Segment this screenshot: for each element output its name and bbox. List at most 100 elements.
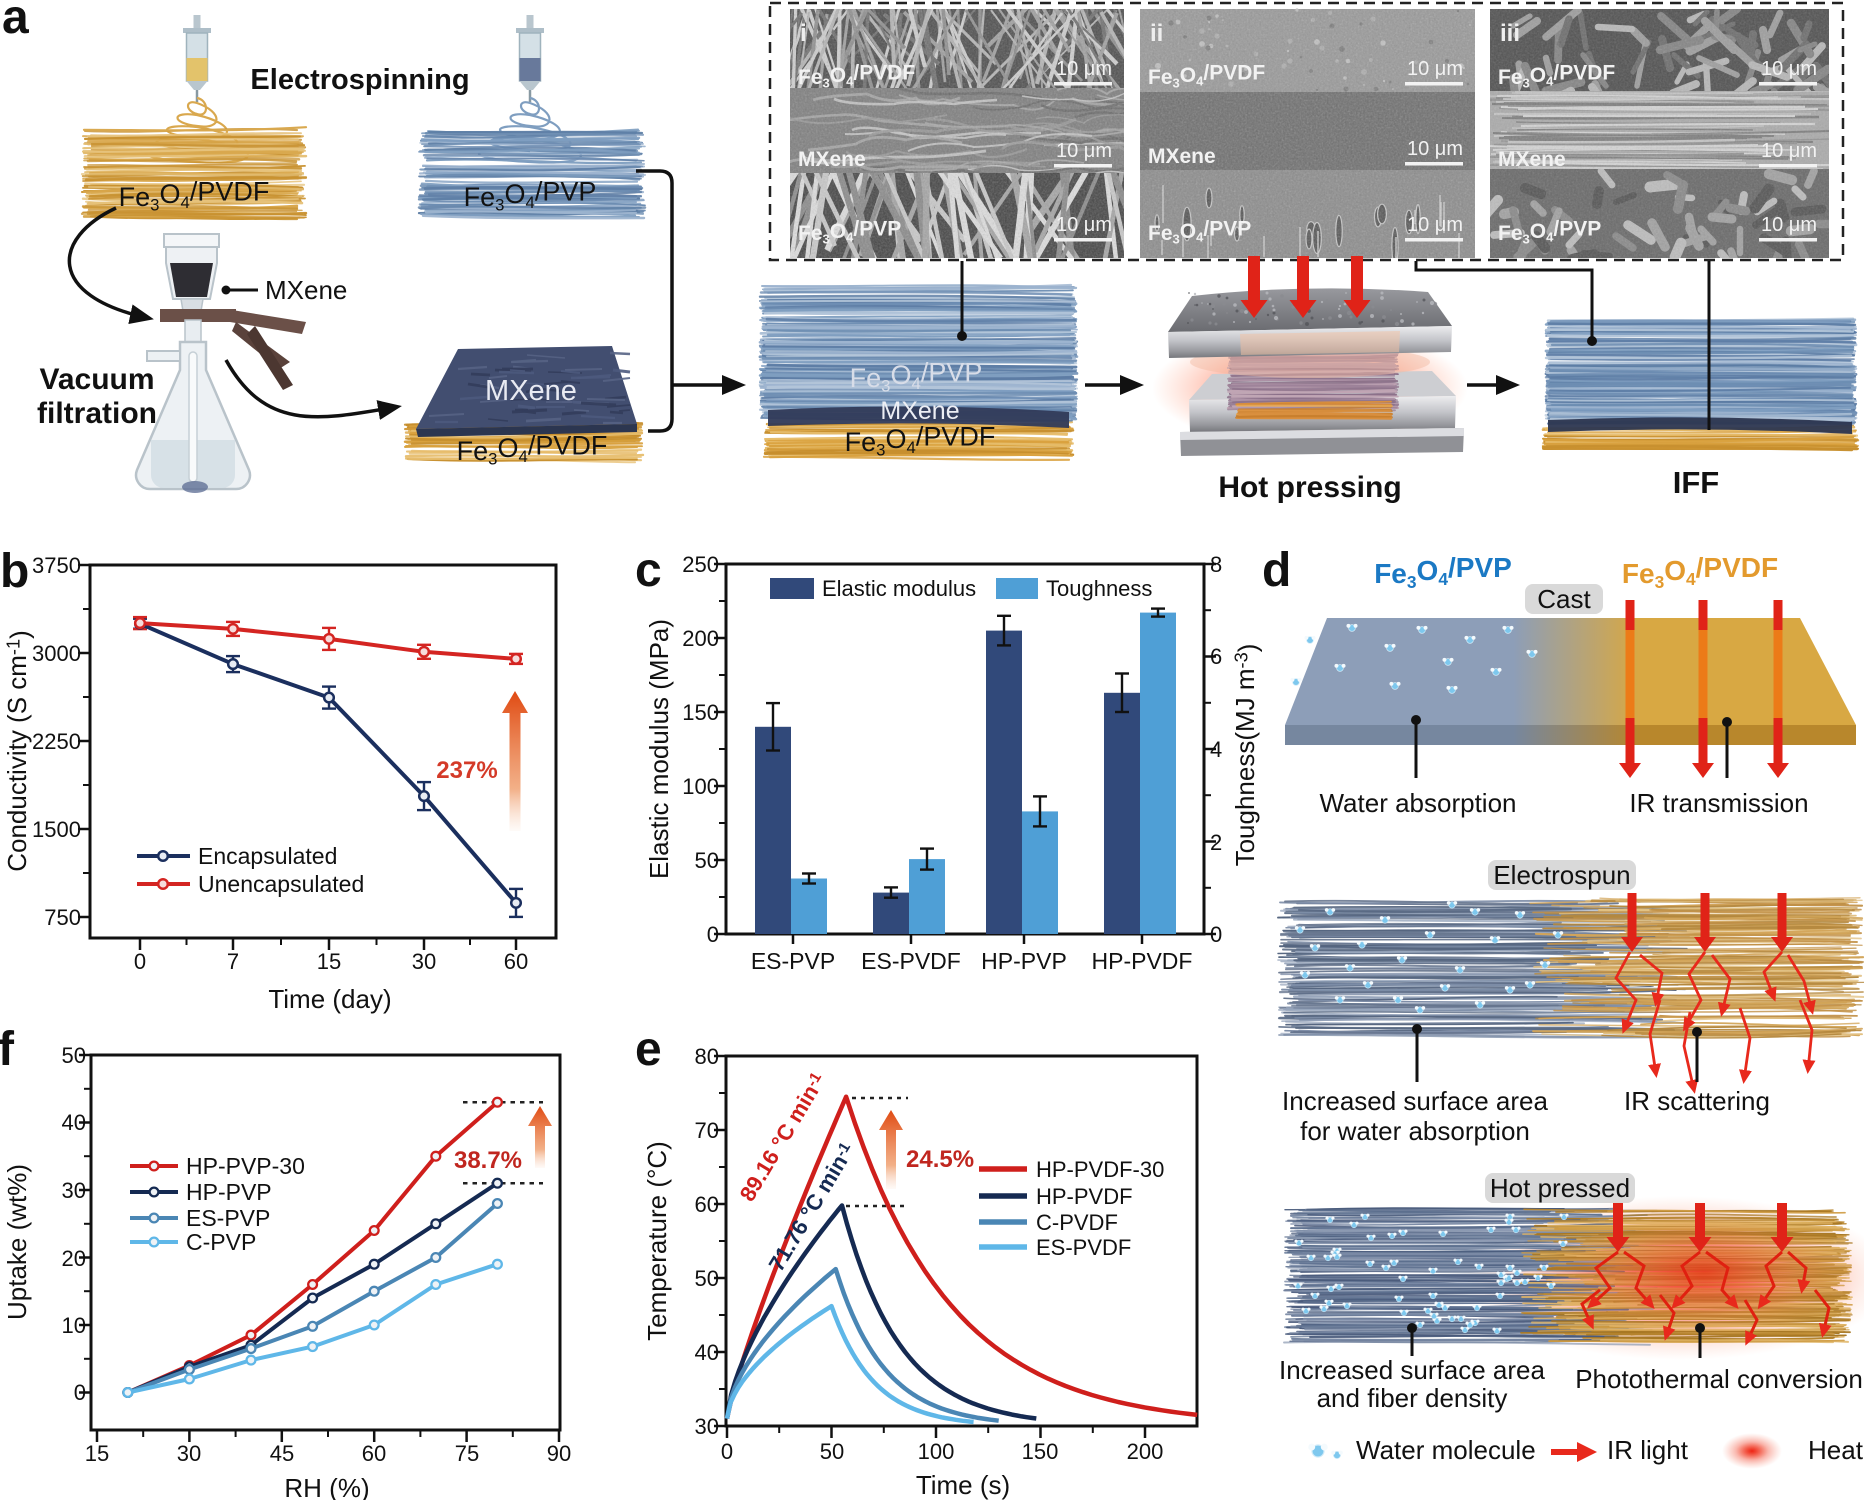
svg-text:2250: 2250 [32, 729, 81, 754]
svg-text:ES-PVP: ES-PVP [751, 948, 835, 974]
svg-text:a: a [2, 0, 29, 44]
svg-text:C-PVP: C-PVP [186, 1229, 256, 1255]
svg-text:MXene: MXene [1148, 145, 1216, 168]
svg-text:3000: 3000 [32, 641, 81, 666]
svg-text:250: 250 [682, 552, 719, 577]
svg-text:50: 50 [695, 1266, 719, 1291]
svg-text:10 μm: 10 μm [1056, 58, 1112, 80]
svg-text:50: 50 [820, 1439, 844, 1464]
svg-text:10 μm: 10 μm [1407, 58, 1463, 80]
svg-text:Fe3O4/PVP: Fe3O4/PVP [850, 357, 983, 395]
svg-text:iii: iii [1500, 20, 1520, 47]
svg-text:0: 0 [1210, 922, 1222, 947]
svg-text:Toughness: Toughness [1046, 576, 1152, 601]
svg-text:Increased surface area: Increased surface area [1282, 1086, 1548, 1116]
svg-text:10 μm: 10 μm [1761, 214, 1817, 236]
svg-text:Time (day): Time (day) [268, 984, 391, 1014]
svg-text:1500: 1500 [32, 817, 81, 842]
svg-text:20: 20 [62, 1246, 86, 1271]
svg-text:60: 60 [504, 949, 528, 974]
svg-text:Hot pressed: Hot pressed [1490, 1173, 1630, 1203]
svg-text:10 μm: 10 μm [1761, 58, 1817, 80]
svg-text:Conductivity (S cm-1): Conductivity (S cm-1) [2, 630, 35, 872]
svg-text:HP-PVP: HP-PVP [981, 948, 1067, 974]
svg-text:50: 50 [695, 848, 719, 873]
svg-text:60: 60 [362, 1441, 386, 1466]
svg-text:Fe3O4/PVP: Fe3O4/PVP [464, 176, 597, 214]
svg-text:38.7%: 38.7% [454, 1147, 522, 1174]
svg-text:30: 30 [62, 1178, 86, 1203]
svg-text:HP-PVP: HP-PVP [186, 1179, 272, 1205]
svg-text:10 μm: 10 μm [1056, 214, 1112, 236]
svg-text:10 μm: 10 μm [1761, 140, 1817, 162]
svg-text:10 μm: 10 μm [1407, 214, 1463, 236]
svg-text:Water molecule: Water molecule [1356, 1435, 1536, 1465]
svg-text:30: 30 [412, 949, 436, 974]
svg-text:40: 40 [62, 1110, 86, 1135]
svg-text:15: 15 [85, 1441, 109, 1466]
svg-text:15: 15 [317, 949, 341, 974]
svg-text:50: 50 [62, 1043, 86, 1068]
svg-text:90: 90 [547, 1441, 571, 1466]
svg-text:Hot pressing: Hot pressing [1218, 471, 1401, 504]
svg-text:ES-PVDF: ES-PVDF [1036, 1235, 1131, 1260]
svg-text:150: 150 [1022, 1439, 1059, 1464]
svg-text:75: 75 [455, 1441, 479, 1466]
svg-text:IR transmission: IR transmission [1629, 788, 1808, 818]
svg-text:Encapsulated: Encapsulated [198, 843, 337, 869]
svg-text:7: 7 [227, 949, 239, 974]
svg-text:Unencapsulated: Unencapsulated [198, 871, 364, 897]
svg-text:MXene: MXene [1498, 148, 1566, 171]
svg-text:Vacuum: Vacuum [39, 363, 154, 396]
svg-text:Heat: Heat [1808, 1435, 1864, 1465]
svg-text:237%: 237% [436, 757, 497, 784]
svg-text:0: 0 [707, 922, 719, 947]
svg-text:filtration: filtration [37, 397, 157, 430]
svg-text:ES-PVP: ES-PVP [186, 1205, 270, 1231]
svg-text:IR scattering: IR scattering [1624, 1086, 1770, 1116]
svg-text:750: 750 [44, 905, 81, 930]
svg-text:10 μm: 10 μm [1056, 140, 1112, 162]
svg-text:100: 100 [918, 1439, 955, 1464]
svg-text:Fe3O4/PVDF: Fe3O4/PVDF [1622, 552, 1778, 592]
svg-text:Uptake (wt%): Uptake (wt%) [2, 1164, 32, 1320]
svg-text:RH (%): RH (%) [284, 1473, 369, 1500]
svg-text:d: d [1262, 544, 1291, 597]
svg-text:200: 200 [1127, 1439, 1164, 1464]
svg-text:70: 70 [695, 1118, 719, 1143]
svg-text:Fe3O4/PVDF: Fe3O4/PVDF [798, 62, 915, 91]
svg-text:i: i [800, 20, 807, 47]
svg-text:200: 200 [682, 626, 719, 651]
svg-text:e: e [635, 1023, 662, 1076]
svg-text:24.5%: 24.5% [906, 1146, 974, 1173]
svg-text:10: 10 [62, 1313, 86, 1338]
svg-text:IR light: IR light [1607, 1435, 1689, 1465]
svg-text:MXene: MXene [265, 275, 347, 305]
svg-text:for water absorption: for water absorption [1300, 1116, 1530, 1146]
svg-text:60: 60 [695, 1192, 719, 1217]
svg-text:0: 0 [74, 1380, 86, 1405]
svg-text:3750: 3750 [32, 553, 81, 578]
svg-text:0: 0 [134, 949, 146, 974]
svg-text:ii: ii [1150, 20, 1163, 47]
svg-text:HP-PVDF: HP-PVDF [1036, 1184, 1133, 1209]
svg-text:Water absorption: Water absorption [1319, 788, 1516, 818]
svg-text:0: 0 [721, 1439, 733, 1464]
svg-text:Elastic modulus (MPa): Elastic modulus (MPa) [644, 619, 674, 879]
svg-text:ES-PVDF: ES-PVDF [861, 948, 961, 974]
svg-text:8: 8 [1210, 552, 1222, 577]
svg-text:and fiber density: and fiber density [1317, 1383, 1508, 1413]
svg-text:80: 80 [695, 1044, 719, 1069]
svg-text:2: 2 [1210, 830, 1222, 855]
svg-text:30: 30 [695, 1414, 719, 1439]
svg-text:Fe3O4/PVDF: Fe3O4/PVDF [1498, 62, 1615, 91]
svg-text:Fe3O4/PVP: Fe3O4/PVP [1374, 552, 1512, 592]
svg-text:Time (s): Time (s) [916, 1470, 1010, 1500]
svg-text:c: c [635, 544, 662, 597]
svg-text:6: 6 [1210, 644, 1222, 669]
svg-text:IFF: IFF [1673, 465, 1720, 500]
svg-text:MXene: MXene [798, 148, 866, 171]
svg-text:Photothermal conversion: Photothermal conversion [1575, 1364, 1863, 1394]
svg-text:MXene: MXene [485, 375, 577, 407]
svg-text:HP-PVDF-30: HP-PVDF-30 [1036, 1157, 1164, 1182]
